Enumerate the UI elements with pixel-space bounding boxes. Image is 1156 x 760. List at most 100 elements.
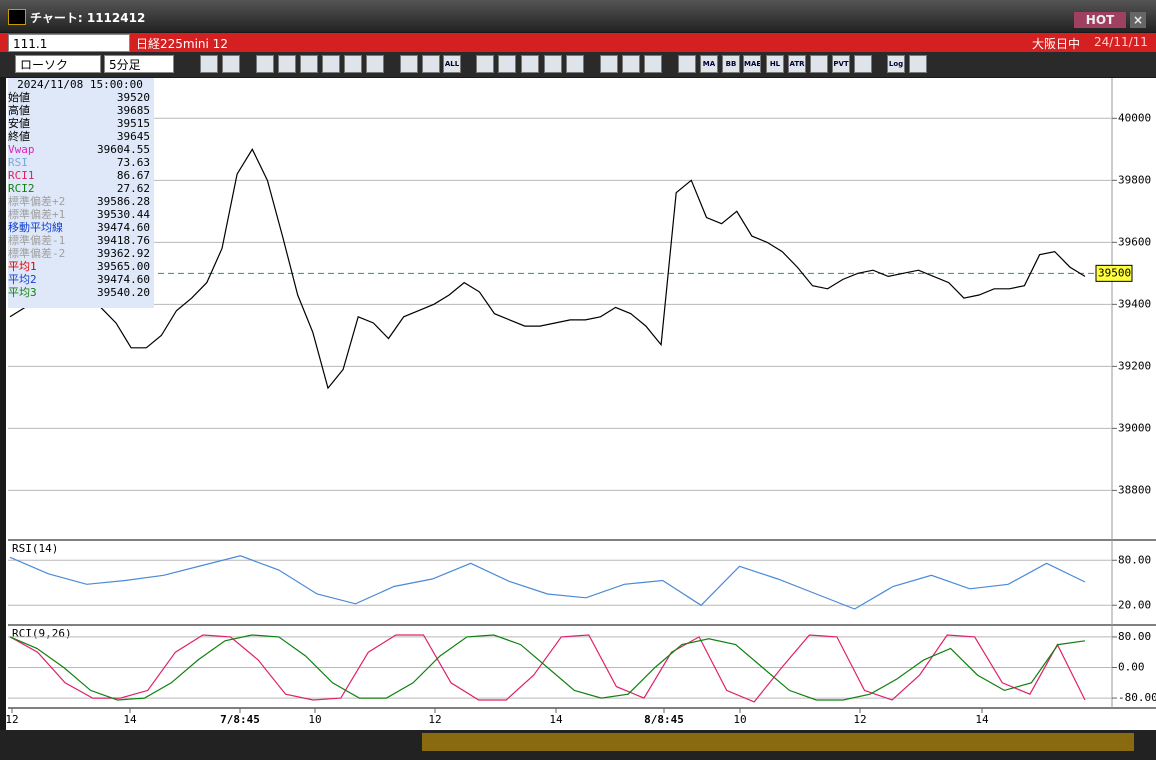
tool-button[interactable]	[810, 55, 828, 73]
tool-button[interactable]	[909, 55, 927, 73]
info-label: 終値	[8, 130, 30, 143]
info-label: 平均2	[8, 273, 37, 286]
x-tick-label: 14	[123, 713, 137, 726]
info-value: 39565.00	[97, 260, 150, 273]
info-value: 27.62	[116, 182, 150, 195]
tool-button[interactable]	[854, 55, 872, 73]
tool-button[interactable]	[278, 55, 296, 73]
tool-button[interactable]	[222, 55, 240, 73]
info-label: RSI	[8, 156, 28, 169]
info-label: 標準偏差+2	[8, 195, 66, 208]
info-row: 平均1 39565.00	[8, 260, 152, 273]
tool-button[interactable]	[498, 55, 516, 73]
info-value: 39474.60	[97, 273, 150, 286]
tool-button[interactable]: ALL	[443, 55, 461, 73]
info-label: 移動平均線	[8, 221, 63, 234]
info-row: 高値 39685	[8, 104, 152, 117]
tool-button[interactable]	[200, 55, 218, 73]
tool-button[interactable]	[678, 55, 696, 73]
info-row: 平均3 39540.20	[8, 286, 152, 299]
info-label: 標準偏差-2	[8, 247, 66, 260]
info-label: RCI2	[8, 182, 35, 195]
tool-button[interactable]	[476, 55, 494, 73]
info-value: 39645	[116, 130, 150, 143]
tool-button[interactable]	[256, 55, 274, 73]
session: 大阪日中	[1032, 37, 1081, 51]
info-label: Vwap	[8, 143, 35, 156]
series-line	[9, 634, 1086, 703]
current-price-label: 39500	[1098, 266, 1131, 279]
series-line	[9, 555, 1086, 610]
x-tick-label: 12	[428, 713, 441, 726]
info-panel: 2024/11/08 15:00:00 始値 39520 高値 39685 安値 3951…	[8, 78, 154, 308]
info-value: 86.67	[116, 169, 150, 182]
tool-button[interactable]	[644, 55, 662, 73]
x-tick-label: 10	[733, 713, 746, 726]
info-row: 標準偏差-1 39418.76	[8, 234, 152, 247]
tool-button[interactable]: MA	[700, 55, 718, 73]
y-tick-label: 39200	[1118, 359, 1151, 372]
tool-button[interactable]	[300, 55, 318, 73]
code-select[interactable]: 111.1	[8, 34, 130, 52]
info-row: RCI2 27.62	[8, 182, 152, 195]
info-row: Vwap 39604.55	[8, 143, 152, 156]
info-value: 39418.76	[97, 234, 150, 247]
info-value: 39515	[116, 117, 150, 130]
info-value: 73.63	[116, 156, 150, 169]
tool-button[interactable]	[600, 55, 618, 73]
info-value: 39604.55	[97, 143, 150, 156]
y-tick-label: 38800	[1118, 483, 1151, 496]
tool-button[interactable]: HL	[766, 55, 784, 73]
info-label: 始値	[8, 91, 30, 104]
info-label: 標準偏差+1	[8, 208, 66, 221]
info-datetime: 2024/11/08 15:00:00	[17, 78, 143, 91]
info-label: RCI1	[8, 169, 35, 182]
y-tick-label: 80.00	[1118, 630, 1151, 643]
tool-button[interactable]	[322, 55, 340, 73]
x-tick-label: 12	[853, 713, 866, 726]
x-tick-label: 10	[308, 713, 321, 726]
series-line	[9, 148, 1086, 390]
info-row: 平均2 39474.60	[8, 273, 152, 286]
tool-button[interactable]	[400, 55, 418, 73]
tool-button[interactable]: BB	[722, 55, 740, 73]
close-button[interactable]: ×	[1130, 12, 1146, 28]
toolbar: ローソク 5分足 ALL MA BB MAE HL ATR PVT Log	[0, 52, 1156, 77]
x-tick-label: 8/8:45	[644, 713, 684, 726]
info-value: 39685	[116, 104, 150, 117]
info-label: 平均3	[8, 286, 37, 299]
info-value: 39474.60	[97, 221, 150, 234]
x-tick-label: 7/8:45	[220, 713, 260, 726]
y-tick-label: 39600	[1118, 235, 1151, 248]
tool-button[interactable]	[521, 55, 539, 73]
interval-select[interactable]: 5分足	[104, 55, 174, 73]
chart-background	[6, 78, 1156, 730]
info-value: 39520	[116, 91, 150, 104]
y-tick-label: 39000	[1118, 421, 1151, 434]
y-tick-label: 40000	[1118, 111, 1151, 124]
hot-button[interactable]: HOT	[1074, 12, 1126, 28]
tool-button[interactable]	[622, 55, 640, 73]
info-row: RCI1 86.67	[8, 169, 152, 182]
tool-button[interactable]	[544, 55, 562, 73]
tool-button[interactable]	[566, 55, 584, 73]
window-title: チャート: 1112412	[30, 11, 146, 25]
tool-button[interactable]: PVT	[832, 55, 850, 73]
info-label: 安値	[8, 117, 30, 130]
tool-button[interactable]: Log	[887, 55, 905, 73]
info-value: 39530.44	[97, 208, 150, 221]
x-tick-label: 12	[5, 713, 18, 726]
chart-type-select[interactable]: ローソク	[15, 55, 101, 73]
info-value: 39586.28	[97, 195, 150, 208]
tool-button[interactable]: MAE	[743, 55, 761, 73]
tool-button[interactable]	[422, 55, 440, 73]
title-bar: チャート: 1112412 HOT ×	[0, 0, 1156, 32]
tool-button[interactable]: ATR	[788, 55, 806, 73]
info-row: 標準偏差+2 39586.28	[8, 195, 152, 208]
scrollbar-thumb[interactable]	[422, 733, 1134, 751]
chart-area: RSI(14) RCI(9,26) 38800 39000 39200 39400 39…	[0, 78, 1156, 760]
tool-button[interactable]	[366, 55, 384, 73]
info-row: 安値 39515	[8, 117, 152, 130]
tool-button[interactable]	[344, 55, 362, 73]
